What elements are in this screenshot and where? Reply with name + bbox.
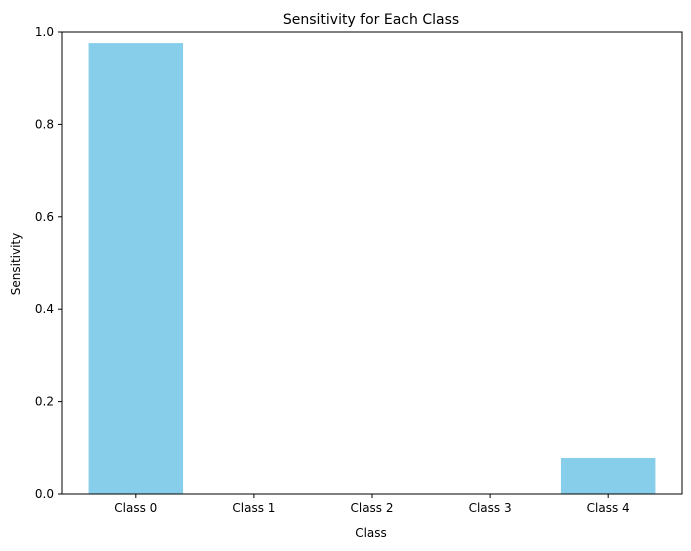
y-ticks-layer: 0.0 0.2 0.4 0.6 0.8 1.0	[35, 25, 62, 501]
y-tick-label: 0.6	[35, 210, 54, 224]
bar-class-4	[560, 457, 656, 494]
y-tick-label: 1.0	[35, 25, 54, 39]
x-axis-label: Class	[355, 526, 387, 540]
y-tick-label: 0.0	[35, 487, 54, 501]
y-tick-label: 0.8	[35, 117, 54, 131]
bars-layer	[88, 43, 656, 495]
y-axis-label: Sensitivity	[9, 233, 23, 295]
x-tick-label: Class 2	[350, 501, 393, 515]
x-tick-label: Class 4	[587, 501, 630, 515]
y-tick-label: 0.4	[35, 302, 54, 316]
bar-class-0	[88, 43, 184, 495]
x-ticks-layer: Class 0 Class 1 Class 2 Class 3 Class 4	[114, 494, 630, 515]
y-tick-label: 0.2	[35, 395, 54, 409]
x-tick-label: Class 0	[114, 501, 157, 515]
chart-title: Sensitivity for Each Class	[283, 12, 459, 28]
plot-frame	[61, 31, 683, 495]
x-tick-label: Class 3	[469, 501, 512, 515]
x-tick-label: Class 1	[232, 501, 275, 515]
